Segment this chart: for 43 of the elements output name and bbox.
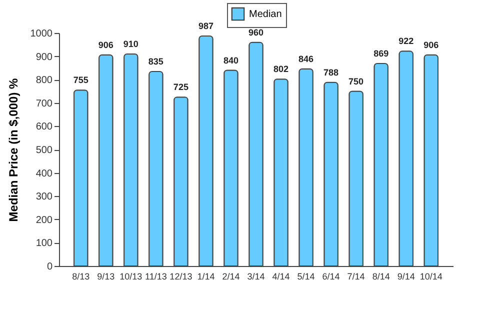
data-label: 835 [148,56,164,66]
y-tick-label: 100 [36,238,53,250]
x-tick-label: 8/14 [372,272,390,282]
y-axis-title: Median Price (in $,000) % [6,78,20,222]
x-tick-label: 9/14 [397,272,415,282]
x-tick-label: 3/14 [247,272,265,282]
x-tick-label: 10/14 [420,272,442,282]
data-label: 906 [424,40,439,50]
x-tick-label: 7/14 [347,272,365,282]
data-label: 788 [324,67,339,78]
data-label: 987 [198,21,214,32]
y-tick-label: 900 [36,52,53,63]
x-tick-label: 10/13 [120,272,142,282]
data-label: 869 [374,48,389,59]
x-tick-label: 6/14 [322,272,340,282]
data-label: 840 [223,55,238,66]
data-label: 922 [398,36,414,46]
x-tick-label: 11/13 [145,272,167,282]
data-label: 802 [274,64,289,74]
x-tick-label: 8/13 [72,272,90,282]
y-tick-label: 0 [46,262,53,272]
x-tick-label: 4/14 [272,272,290,282]
x-tick-label: 5/14 [297,272,315,282]
data-label: 725 [173,82,188,92]
x-tick-label: 12/13 [170,272,192,282]
data-label: 755 [73,75,88,86]
y-tick-label: 800 [36,75,53,86]
y-tick-label: 1000 [30,28,53,40]
x-tick-label: 2/14 [222,272,240,282]
data-label: 910 [123,38,138,49]
y-tick-label: 300 [36,192,53,203]
data-label: 906 [98,40,114,50]
y-tick-label: 400 [36,168,53,180]
x-tick-label: 9/13 [97,272,115,282]
y-tick-label: 500 [36,145,53,156]
data-label: 750 [348,76,364,86]
y-tick-label: 600 [36,122,53,133]
data-label: 846 [298,54,314,64]
y-tick-label: 200 [36,214,53,226]
data-label: 960 [248,27,264,38]
y-tick-label: 700 [36,98,53,110]
x-tick-label: 1/14 [197,272,215,282]
legend-label: Median [249,9,282,20]
